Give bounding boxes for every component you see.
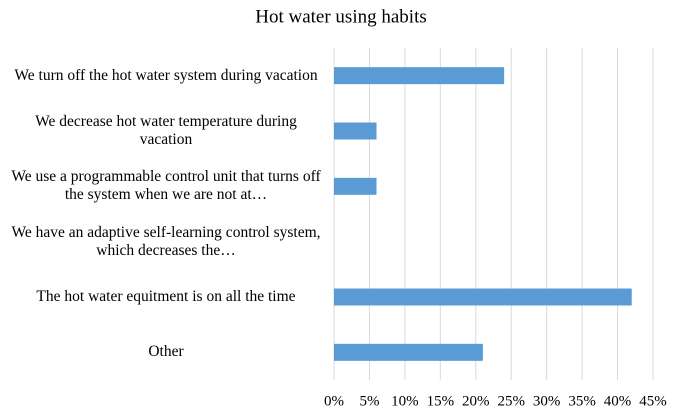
y-tick-label: We use a programmable control unit that … xyxy=(11,168,321,204)
x-tick-label: 5% xyxy=(359,393,379,409)
x-tick-label: 40% xyxy=(604,393,632,409)
y-tick-label: The hot water equitment is on all the ti… xyxy=(36,287,296,305)
x-tick-label: 35% xyxy=(568,393,596,409)
y-tick-label: We turn off the hot water system during … xyxy=(14,66,318,84)
x-tick-label: 20% xyxy=(462,393,490,409)
bar xyxy=(334,122,377,140)
x-tick-label: 25% xyxy=(497,393,525,409)
y-tick-label: We have an adaptive self-learning contro… xyxy=(11,223,321,259)
y-tick-label: We decrease hot water temperature during… xyxy=(35,112,297,148)
x-tick-label: 45% xyxy=(639,393,667,409)
x-tick-label: 10% xyxy=(391,393,419,409)
bar xyxy=(334,288,632,306)
bar xyxy=(334,343,483,361)
x-tick-label: 0% xyxy=(324,393,344,409)
bar xyxy=(334,67,505,85)
bar xyxy=(334,177,377,195)
chart-title: Hot water using habits xyxy=(255,6,427,27)
y-tick-label: Other xyxy=(148,343,184,361)
x-tick-label: 15% xyxy=(427,393,455,409)
x-tick-label: 30% xyxy=(533,393,561,409)
